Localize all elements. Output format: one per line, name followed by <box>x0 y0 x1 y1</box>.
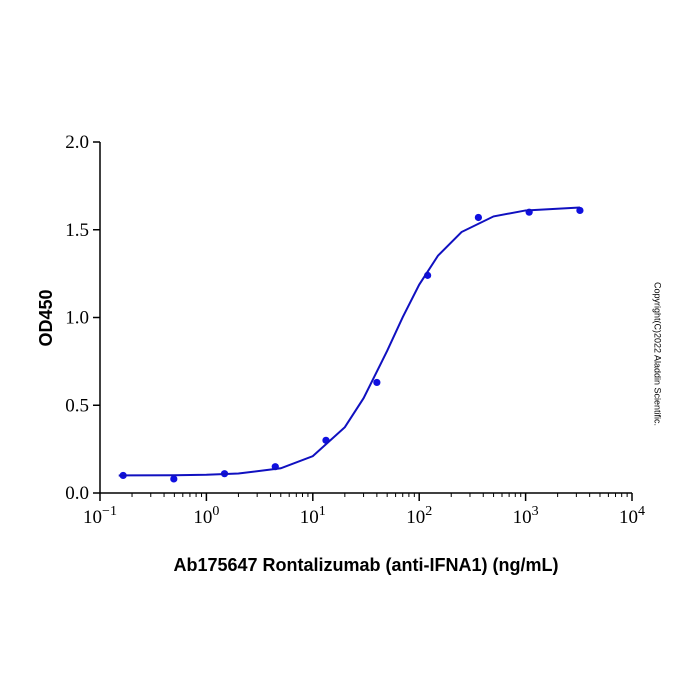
y-tick-label: 2.0 <box>65 132 89 153</box>
y-tick-label: 0.0 <box>65 483 89 504</box>
x-tick-label: 100 <box>193 504 219 528</box>
x-axis-title: Ab175647 Rontalizumab (anti-IFNA1) (ng/m… <box>173 555 558 575</box>
data-point <box>576 206 584 215</box>
y-tick-label: 1.0 <box>65 308 89 329</box>
x-tick-label: 10−1 <box>83 504 117 528</box>
copyright: Copyright(C)2022 Aladdin Scientific. <box>653 282 663 426</box>
x-tick-label: 101 <box>300 504 326 528</box>
fit-curve <box>118 206 580 477</box>
data-point <box>474 213 482 222</box>
data-point <box>170 475 178 483</box>
y-tick-label: 1.5 <box>65 220 89 241</box>
x-tick-label: 102 <box>406 504 432 528</box>
x-tick-label: 103 <box>513 504 539 528</box>
x-tick-label: 104 <box>619 504 645 528</box>
data-point <box>373 378 381 387</box>
y-tick-label: 0.5 <box>65 395 89 416</box>
y-axis-title: OD450 <box>36 289 56 346</box>
